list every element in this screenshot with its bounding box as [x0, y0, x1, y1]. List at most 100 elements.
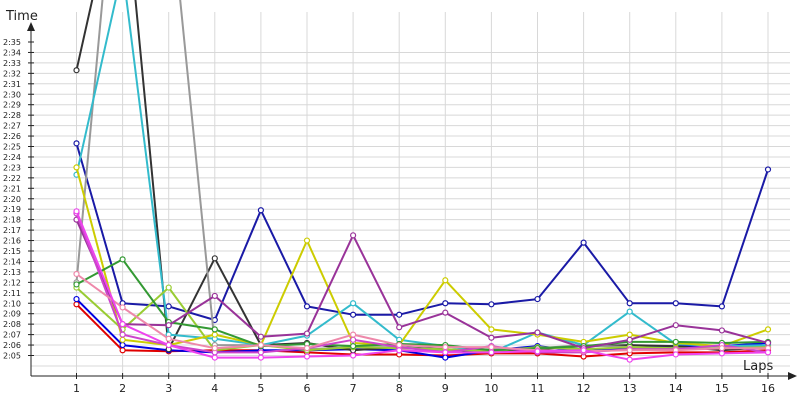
- data-point: [534, 348, 541, 355]
- data-point: [73, 301, 80, 308]
- x-tick-label: 14: [669, 382, 683, 395]
- data-point: [534, 329, 541, 336]
- data-point: [73, 281, 80, 288]
- x-tick-label: 13: [623, 382, 637, 395]
- y-tick-label: 2:23: [3, 163, 21, 172]
- data-point: [303, 345, 311, 352]
- series-line: [75, 219, 769, 350]
- data-point: [626, 300, 633, 307]
- data-point: [718, 350, 726, 357]
- data-point: [396, 341, 403, 349]
- data-point: [211, 326, 218, 333]
- series-line: [76, 258, 769, 352]
- y-tick-label: 2:09: [3, 310, 21, 319]
- data-point: [119, 321, 126, 328]
- x-tick-label: 9: [442, 382, 449, 395]
- data-point: [718, 303, 726, 310]
- y-tick-label: 2:11: [3, 289, 21, 298]
- y-tick-label: 2:07: [3, 331, 21, 340]
- data-point: [211, 331, 218, 338]
- data-point: [442, 309, 449, 316]
- y-tick-label: 2:34: [3, 48, 21, 57]
- data-point: [626, 336, 633, 343]
- series-13: [73, 208, 772, 363]
- series-10: [73, 216, 772, 352]
- x-tick-label: 4: [211, 382, 218, 395]
- data-point: [211, 255, 218, 262]
- data-point: [488, 334, 495, 341]
- series-line: [75, 167, 769, 348]
- series-line: [75, 210, 769, 361]
- data-point: [626, 347, 633, 354]
- series-line: [75, 286, 769, 353]
- data-point: [119, 304, 126, 311]
- data-point: [488, 344, 495, 351]
- data-point: [119, 331, 126, 338]
- data-point: [303, 303, 311, 310]
- y-tick-label: 2:16: [3, 237, 21, 246]
- y-tick-label: 2:08: [3, 320, 21, 329]
- data-point: [73, 140, 80, 147]
- x-tick-label: 6: [304, 382, 311, 395]
- data-point: [626, 308, 633, 315]
- data-point: [73, 67, 80, 74]
- y-tick-label: 2:25: [3, 143, 21, 152]
- data-point: [488, 326, 495, 333]
- series-line: [75, 143, 769, 321]
- data-point: [303, 330, 311, 337]
- y-tick-label: 2:27: [3, 122, 21, 131]
- y-axis-title: Time: [5, 9, 38, 24]
- data-point: [350, 311, 357, 318]
- data-point: [73, 208, 80, 215]
- data-point: [718, 345, 726, 352]
- y-tick-label: 2:31: [3, 80, 21, 89]
- data-point: [73, 295, 80, 303]
- data-point: [350, 336, 357, 343]
- series-12: [73, 270, 772, 355]
- y-tick-label: 2:32: [3, 69, 21, 78]
- x-tick-label: 2: [119, 382, 126, 395]
- data-point: [672, 338, 679, 346]
- data-point: [580, 239, 587, 246]
- data-point: [442, 349, 449, 356]
- x-tick-label: 10: [484, 382, 498, 395]
- data-point: [165, 303, 172, 310]
- y-tick-label: 2:19: [3, 205, 21, 214]
- y-tick-label: 2:35: [3, 38, 21, 47]
- x-tick-label: 12: [577, 382, 591, 395]
- data-point: [350, 352, 357, 359]
- data-point: [211, 292, 218, 300]
- data-point: [396, 324, 403, 331]
- data-point: [764, 166, 772, 173]
- data-point: [165, 341, 172, 349]
- data-point: [350, 331, 357, 338]
- y-tick-label: 2:20: [3, 195, 21, 204]
- y-tick-label: 2:30: [3, 90, 21, 99]
- data-point: [396, 311, 403, 318]
- y-tick-label: 2:21: [3, 184, 21, 193]
- data-point: [119, 336, 126, 343]
- data-point: [580, 347, 587, 354]
- y-tick-label: 2:10: [3, 299, 21, 308]
- data-point: [350, 232, 357, 239]
- series-line: [75, 273, 768, 353]
- y-tick-labels: 2:05 2:062:07 2:082:09 2:102:11 2:122:13 2:14…: [3, 38, 34, 361]
- data-point: [672, 300, 679, 307]
- data-point: [626, 356, 633, 363]
- data-point: [764, 339, 772, 347]
- x-axis-title: Laps: [743, 359, 773, 374]
- data-point: [257, 341, 264, 349]
- data-point: [350, 342, 357, 350]
- x-tick-label: 1: [73, 382, 80, 395]
- data-point: [257, 349, 264, 356]
- series-3: [73, 140, 772, 324]
- x-tick-label: 5: [257, 382, 264, 395]
- y-tick-label: 2:33: [3, 59, 21, 68]
- data-point: [442, 344, 449, 351]
- data-point: [396, 347, 403, 354]
- series-line: [75, 213, 769, 354]
- data-point: [165, 284, 172, 291]
- data-point: [442, 354, 449, 361]
- y-tick-label: 2:24: [3, 153, 21, 162]
